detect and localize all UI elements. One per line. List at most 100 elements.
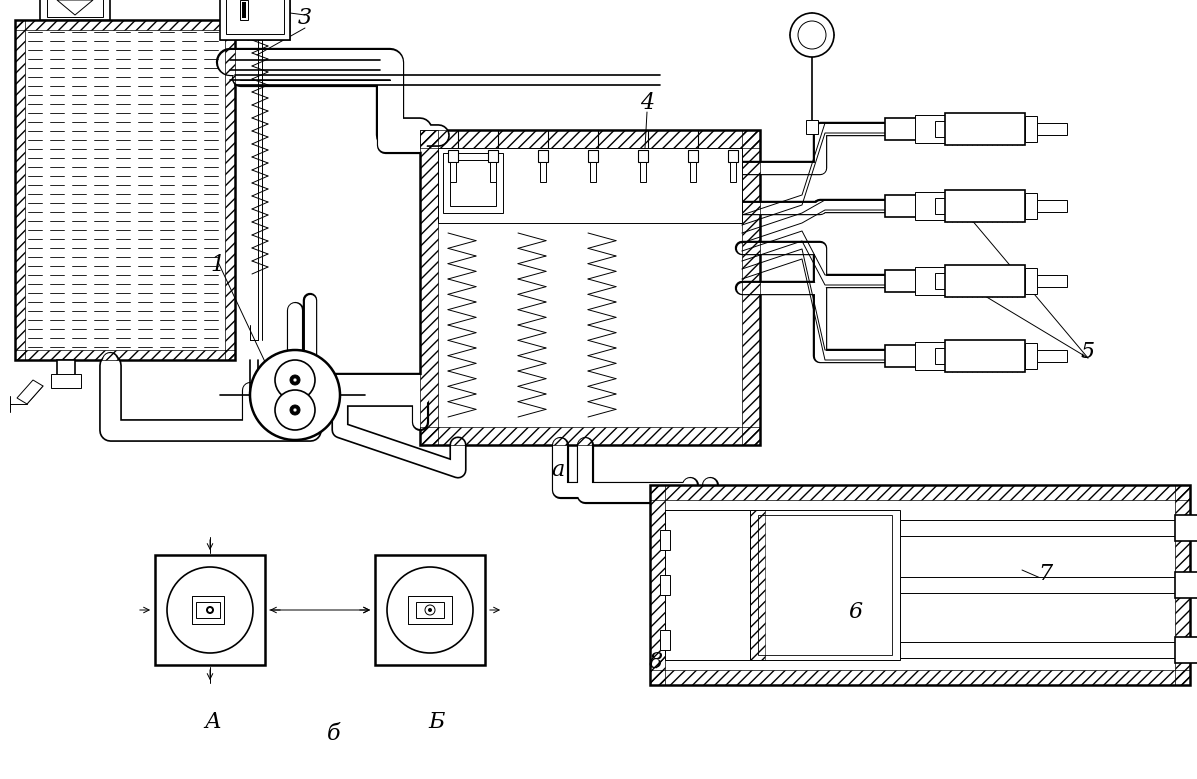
Bar <box>154 555 265 665</box>
Circle shape <box>429 608 432 612</box>
Bar <box>448 150 458 162</box>
Circle shape <box>250 350 340 440</box>
Text: 6: 6 <box>847 601 862 623</box>
Bar <box>590 162 596 182</box>
Bar <box>1025 193 1037 219</box>
Bar <box>226 0 284 34</box>
Bar <box>688 150 698 162</box>
Bar <box>417 602 444 618</box>
Circle shape <box>290 375 300 385</box>
Bar <box>1175 637 1197 663</box>
Text: Б: Б <box>429 711 445 733</box>
Bar <box>588 150 598 162</box>
Bar <box>944 265 1025 297</box>
Bar <box>40 0 110 20</box>
Bar <box>490 162 496 182</box>
Bar <box>1037 123 1067 135</box>
Bar <box>225 20 235 360</box>
Bar <box>241 0 248 20</box>
Bar <box>408 596 452 624</box>
Circle shape <box>290 405 300 415</box>
Bar <box>915 192 944 220</box>
Bar <box>650 670 1190 685</box>
Bar <box>885 345 944 367</box>
Bar <box>666 510 751 660</box>
Circle shape <box>208 608 212 612</box>
Bar <box>944 340 1025 372</box>
Bar <box>16 20 235 30</box>
Bar <box>935 348 960 364</box>
Bar <box>1025 116 1037 142</box>
Bar <box>728 150 739 162</box>
Bar <box>196 602 220 618</box>
Bar <box>751 510 900 660</box>
Bar <box>689 162 695 182</box>
Text: 3: 3 <box>298 7 312 29</box>
Bar <box>192 596 224 624</box>
Bar <box>730 162 736 182</box>
Circle shape <box>275 360 315 400</box>
Bar <box>420 130 760 148</box>
Bar <box>640 162 646 182</box>
Bar <box>57 360 75 380</box>
Polygon shape <box>192 596 224 624</box>
Bar <box>450 162 456 182</box>
Bar <box>935 121 960 137</box>
Circle shape <box>387 567 473 653</box>
Bar <box>1175 572 1197 598</box>
Circle shape <box>293 378 297 382</box>
Bar <box>751 510 765 660</box>
Bar <box>47 0 103 17</box>
Bar <box>220 0 290 40</box>
Polygon shape <box>17 380 43 404</box>
Bar <box>443 153 503 213</box>
Bar <box>915 342 944 370</box>
Bar <box>1175 515 1197 541</box>
Bar <box>758 515 892 655</box>
Bar <box>944 113 1025 145</box>
Bar <box>900 577 1175 593</box>
Bar <box>900 642 1175 658</box>
Text: 8: 8 <box>649 651 663 673</box>
Bar <box>488 150 498 162</box>
Bar <box>915 267 944 295</box>
Bar <box>650 485 1190 500</box>
Bar <box>638 150 648 162</box>
Text: б: б <box>327 723 341 745</box>
Bar <box>885 195 944 217</box>
Bar <box>16 350 235 360</box>
Bar <box>660 530 670 550</box>
Circle shape <box>790 13 834 57</box>
Text: 1: 1 <box>211 254 225 276</box>
Bar <box>806 120 818 134</box>
Bar <box>438 148 742 223</box>
Bar <box>51 374 81 388</box>
Text: 7: 7 <box>1038 563 1052 585</box>
Bar <box>408 596 452 624</box>
Bar <box>450 160 496 206</box>
Bar <box>915 115 944 143</box>
Bar <box>16 20 235 360</box>
Bar <box>885 270 944 292</box>
Bar <box>1037 350 1067 362</box>
Circle shape <box>206 606 214 614</box>
Bar <box>1175 485 1190 685</box>
Bar <box>540 162 546 182</box>
Circle shape <box>275 390 315 430</box>
Bar <box>242 2 247 18</box>
Bar <box>935 273 960 289</box>
Bar <box>16 20 25 360</box>
Circle shape <box>293 408 297 412</box>
Text: А: А <box>205 711 221 733</box>
Bar <box>420 130 438 445</box>
Bar <box>443 153 503 213</box>
Bar <box>944 190 1025 222</box>
Bar <box>1037 275 1067 287</box>
Bar <box>660 575 670 595</box>
Bar <box>900 520 1175 536</box>
Bar <box>935 198 960 214</box>
Text: 4: 4 <box>640 92 654 114</box>
Bar <box>742 130 760 445</box>
Bar <box>650 485 666 685</box>
Bar <box>885 118 944 140</box>
